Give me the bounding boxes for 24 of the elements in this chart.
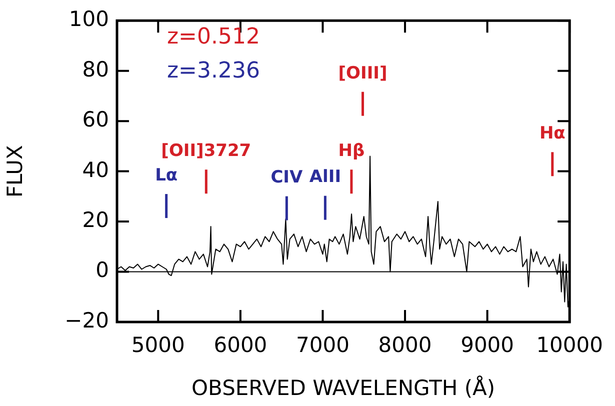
x-tick-label: 9000 — [460, 333, 514, 358]
annotation: [OIII] — [338, 63, 388, 84]
x-tick-label: 10000 — [536, 333, 604, 358]
y-tick-label: 20 — [82, 208, 109, 232]
x-tick-label: 8000 — [378, 333, 432, 358]
y-tick-label: 0 — [96, 258, 109, 282]
annotation: CIV — [270, 168, 304, 188]
y-tick-label: 40 — [82, 158, 109, 182]
x-axis-title: OBSERVED WAVELENGTH (Å) — [191, 374, 496, 400]
y-tick-label: 60 — [82, 108, 109, 132]
x-tick-label: 5000 — [131, 333, 185, 358]
annotation: z=0.512 — [167, 24, 260, 50]
y-tick-label: 80 — [82, 57, 109, 82]
y-tick-label: 100 — [68, 7, 109, 32]
x-tick-label: 7000 — [296, 333, 350, 358]
annotation: Hβ — [338, 141, 365, 162]
annotation: z=3.236 — [167, 58, 260, 84]
y-tick-label: −20 — [64, 308, 109, 332]
annotation: Hα — [539, 124, 566, 144]
annotation: Lα — [155, 165, 178, 186]
y-axis-title: FLUX — [3, 145, 28, 198]
annotation: AlII — [309, 167, 342, 188]
x-tick-label: 6000 — [214, 333, 268, 358]
annotation: [OII]3727 — [161, 141, 252, 162]
